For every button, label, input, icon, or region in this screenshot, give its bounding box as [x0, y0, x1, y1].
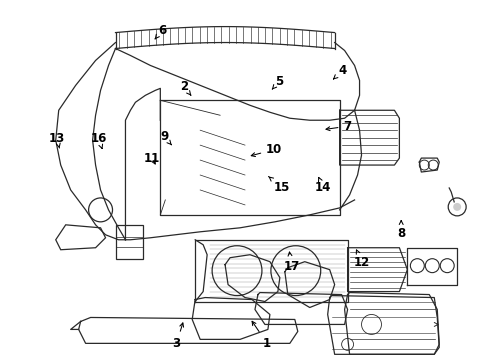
Text: 1: 1 [252, 321, 271, 350]
Bar [116, 225, 144, 259]
Text: 3: 3 [172, 323, 184, 350]
Text: 15: 15 [269, 176, 290, 194]
Text: 17: 17 [283, 252, 299, 273]
Text: 8: 8 [397, 221, 405, 240]
Circle shape [453, 203, 461, 211]
Text: 2: 2 [180, 80, 191, 95]
Text: 9: 9 [160, 130, 172, 145]
Text: 12: 12 [354, 250, 370, 269]
Text: 7: 7 [326, 120, 351, 133]
Text: 13: 13 [49, 132, 65, 148]
Text: 5: 5 [272, 75, 283, 89]
Text: 10: 10 [251, 143, 282, 157]
Text: 4: 4 [334, 64, 347, 79]
Text: 11: 11 [144, 152, 160, 165]
Polygon shape [56, 225, 105, 250]
Text: 6: 6 [155, 24, 166, 39]
Text: 14: 14 [315, 177, 331, 194]
Text: 16: 16 [90, 132, 107, 149]
